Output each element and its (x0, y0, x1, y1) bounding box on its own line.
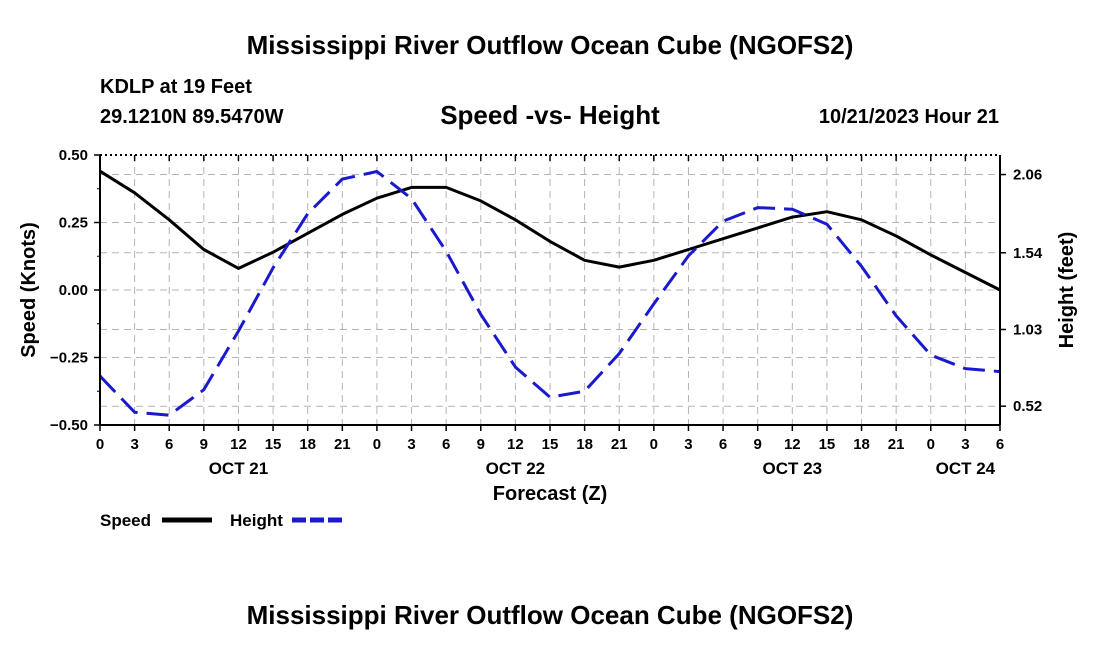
x-tick-label: 9 (477, 436, 485, 453)
station-label: KDLP at 19 Feet (100, 76, 252, 98)
x-tick-label: 12 (230, 436, 247, 453)
y-axis-right-title: Height (feet) (1056, 232, 1078, 349)
x-tick-label: 3 (961, 436, 969, 453)
y-left-tick-label: 0.00 (59, 282, 88, 299)
x-tick-label: 12 (784, 436, 801, 453)
x-tick-label: 18 (576, 436, 593, 453)
x-date-label: OCT 21 (209, 459, 269, 478)
y-left-tick-label: −0.25 (50, 350, 88, 367)
y-left-tick-label: −0.50 (50, 417, 88, 434)
x-tick-label: 3 (407, 436, 415, 453)
x-tick-label: 0 (373, 436, 381, 453)
x-tick-label: 12 (507, 436, 524, 453)
grid-layer (100, 155, 1000, 425)
legend-height-label: Height (230, 511, 283, 530)
x-tick-label: 21 (611, 436, 628, 453)
chart-subtitle: Speed -vs- Height (440, 100, 660, 130)
x-tick-label: 0 (927, 436, 935, 453)
height-series-line (98, 170, 1001, 417)
x-tick-label: 21 (888, 436, 905, 453)
legend: Speed Height (100, 511, 342, 530)
x-axis-title: Forecast (Z) (493, 483, 607, 505)
x-tick-label: 15 (265, 436, 282, 453)
forecast-datetime: 10/21/2023 Hour 21 (818, 106, 999, 128)
chart-title-bottom: Mississippi River Outflow Ocean Cube (NG… (246, 600, 854, 630)
legend-speed-label: Speed (100, 511, 151, 530)
axis-layer (94, 154, 1006, 431)
y-left-tick-label: 0.25 (59, 215, 88, 232)
speed-series-line (99, 169, 1001, 292)
y-left-tick-label: 0.50 (59, 147, 88, 164)
x-tick-label: 6 (442, 436, 450, 453)
x-tick-label: 9 (200, 436, 208, 453)
x-tick-label: 0 (650, 436, 658, 453)
x-tick-label: 3 (130, 436, 138, 453)
x-tick-label: 6 (719, 436, 727, 453)
y-axis-left-title: Speed (Knots) (18, 222, 40, 358)
coordinates-label: 29.1210N 89.5470W (100, 106, 284, 128)
y-right-tick-label: 1.54 (1013, 245, 1043, 262)
x-tick-label: 6 (996, 436, 1004, 453)
y-right-tick-label: 1.03 (1013, 321, 1042, 338)
x-tick-label: 18 (299, 436, 316, 453)
y-right-tick-label: 0.52 (1013, 398, 1042, 415)
x-tick-label: 3 (684, 436, 692, 453)
x-tick-label: 21 (334, 436, 351, 453)
x-tick-label: 6 (165, 436, 173, 453)
x-tick-label: 9 (754, 436, 762, 453)
series-layer (98, 169, 1001, 417)
chart-title-top: Mississippi River Outflow Ocean Cube (NG… (246, 30, 854, 60)
x-date-label: OCT 23 (763, 459, 823, 478)
x-date-label: OCT 24 (936, 459, 996, 478)
x-tick-label: 18 (853, 436, 870, 453)
label-layer: 0 3 6 9 12 15 18 21 0 3 6 9 12 15 18 21 0 3 6 9 12 15 18 21 0 3 6O… (18, 147, 1078, 505)
x-tick-label: 0 (96, 436, 104, 453)
x-tick-label: 15 (819, 436, 836, 453)
y-right-tick-label: 2.06 (1013, 167, 1042, 184)
x-date-label: OCT 22 (486, 459, 546, 478)
x-tick-label: 15 (542, 436, 559, 453)
